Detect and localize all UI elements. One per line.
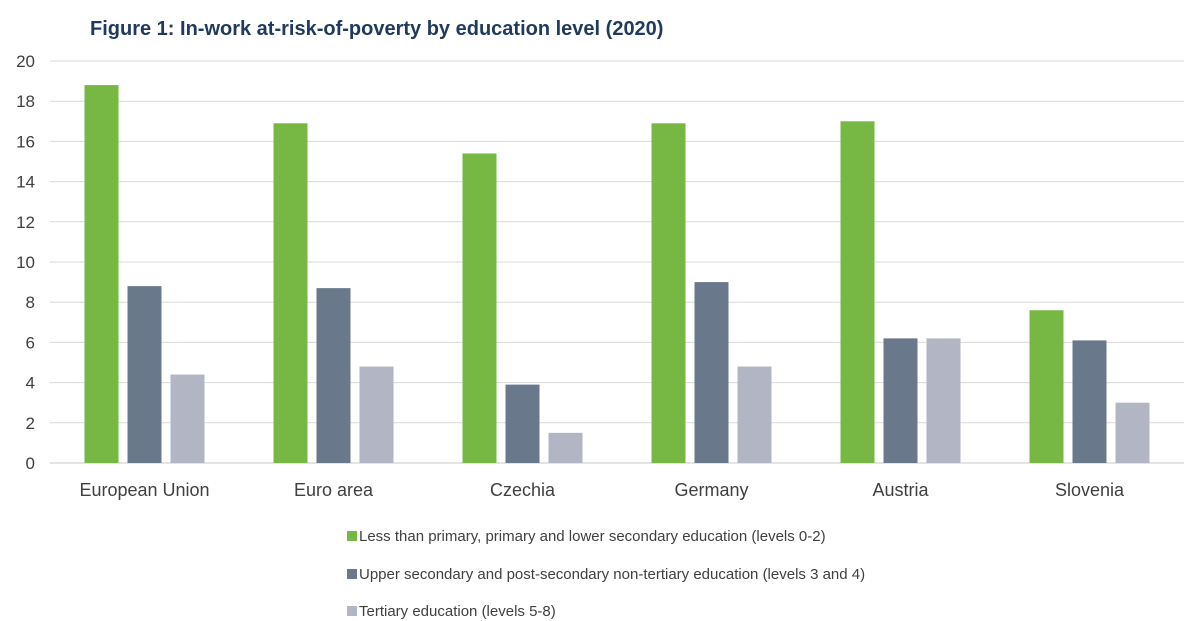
legend: Less than primary, primary and lower sec… [347,528,865,620]
y-tick-label: 14 [16,173,35,192]
bar [359,366,394,463]
x-axis: European Union Euro area Czechia Germany Aus… [79,480,1125,500]
legend-label: Upper secondary and post-secondary non-t… [359,566,865,583]
legend-swatch [347,569,357,579]
category-label: Germany [674,480,748,500]
bar [840,121,875,464]
y-tick-label: 2 [26,414,35,433]
category-label: Euro area [294,480,374,500]
bar [127,286,162,463]
bar [737,366,772,463]
legend-swatch [347,606,357,616]
bars [84,85,1150,464]
bar [273,123,308,463]
category-label: European Union [79,480,209,500]
bar [694,282,729,463]
category-label: Austria [872,480,929,500]
y-axis: 0 2 4 6 8 10 12 14 16 18 20 [16,52,35,473]
bar [84,85,119,464]
bar [1115,402,1150,463]
bar [883,338,918,463]
bar [651,123,686,463]
legend-swatch [347,531,357,541]
legend-label: Less than primary, primary and lower sec… [359,528,826,545]
category-label: Slovenia [1055,480,1125,500]
bar [548,432,583,463]
category-label: Czechia [490,480,556,500]
bar [926,338,961,463]
y-tick-label: 16 [16,132,35,151]
y-tick-label: 8 [26,293,35,312]
y-tick-label: 6 [26,333,35,352]
bar [170,374,205,463]
y-tick-label: 0 [26,454,35,473]
y-tick-label: 20 [16,52,35,71]
bar [316,288,351,463]
gridlines [50,60,1184,464]
bar [505,384,540,463]
legend-label: Tertiary education (levels 5-8) [359,603,556,620]
y-tick-label: 4 [26,374,35,393]
y-tick-label: 18 [16,92,35,111]
y-tick-label: 10 [16,253,35,272]
bar [1029,310,1064,463]
y-tick-label: 12 [16,213,35,232]
bar [462,153,497,463]
bar [1072,340,1107,463]
chart-title: Figure 1: In-work at-risk-of-poverty by … [90,18,664,40]
